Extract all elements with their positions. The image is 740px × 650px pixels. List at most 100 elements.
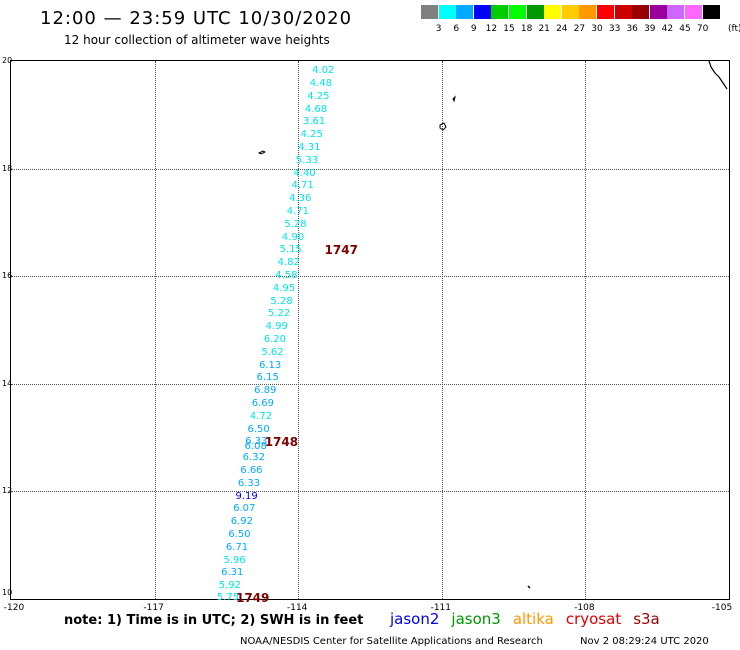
wave-height-value: 9.19 [235, 490, 258, 502]
wave-height-value: 6.50 [247, 424, 270, 436]
scale-label: 15 [503, 24, 515, 34]
wave-height-value: 6.66 [240, 464, 263, 476]
longitude-tick-label: -114 [286, 603, 308, 613]
wave-height-value: 6.08 [244, 441, 267, 453]
scale-label: 45 [679, 24, 691, 34]
wave-height-value: 4.58 [275, 270, 298, 282]
scale-swatch [579, 5, 597, 19]
scale-label: 9 [470, 24, 477, 34]
scale-label: 33 [608, 24, 621, 34]
island-4 [527, 585, 531, 589]
scale-swatch [438, 5, 456, 19]
longitude-tick-label: -105 [711, 603, 733, 613]
legend-jason3: jason3 [451, 610, 501, 628]
wave-height-value: 5.22 [268, 308, 291, 320]
scale-swatch [702, 5, 720, 19]
wave-height-value: 5.96 [223, 554, 246, 566]
latitude-gridline [11, 276, 729, 278]
scale-label: 12 [485, 24, 498, 34]
latitude-tick-label: 20 [2, 56, 13, 65]
wave-height-value: 6.92 [230, 516, 253, 528]
scale-swatch [421, 5, 438, 19]
wave-height-value: 4.71 [291, 180, 314, 192]
wave-height-value: 6.13 [258, 360, 282, 372]
scale-swatch [561, 5, 579, 19]
wave-height-value: 5.75 [216, 591, 240, 603]
wave-height-value: 4.40 [293, 167, 316, 179]
wave-height-value: 3.61 [302, 116, 326, 128]
scale-swatch [456, 5, 474, 19]
map-title: 12:00 — 23:59 UTC 10/30/2020 [40, 8, 353, 29]
longitude-tick-label: -111 [430, 603, 452, 613]
wave-height-value: 4.72 [249, 411, 273, 423]
wave-height-value: 6.50 [228, 528, 251, 540]
island-3 [439, 122, 447, 131]
map-subtitle: 12 hour collection of altimeter wave hei… [64, 33, 330, 47]
wave-height-value: 4.31 [298, 142, 321, 154]
wave-height-value: 4.71 [286, 206, 309, 218]
wave-height-value: 4.90 [281, 232, 305, 243]
wave-height-value: 6.15 [256, 372, 279, 384]
scale-swatch [649, 5, 667, 19]
island-1 [257, 150, 267, 155]
scale-label: 42 [661, 24, 674, 34]
wave-height-value: 5.62 [261, 347, 284, 359]
scale-label: 39 [644, 24, 656, 34]
scale-swatch [473, 5, 491, 19]
wave-height-value: 4.25 [307, 91, 330, 103]
legend-altika: altika [512, 610, 554, 628]
latitude-tick-label: 14 [2, 378, 13, 388]
wave-height-value: 4.36 [289, 193, 312, 205]
scale-swatch [685, 5, 702, 19]
legend-jason2: jason2 [390, 610, 440, 628]
scale-label: 24 [556, 24, 568, 34]
credit-line: NOAA/NESDIS Center for Satellite Applica… [240, 636, 543, 647]
legend-s3a: s3a [633, 610, 660, 628]
scale-label: 18 [520, 24, 533, 34]
satellite-legend: jason2 jason3 altika cryosat s3a [390, 610, 672, 628]
longitude-gridline [298, 61, 300, 599]
coastline-line [708, 61, 728, 90]
scale-swatch [667, 5, 685, 19]
scale-swatch [632, 5, 650, 19]
pass-time-label: 1748 [264, 435, 299, 450]
wave-height-value: 6.31 [221, 567, 244, 579]
wave-height-value: 6.33 [237, 477, 261, 489]
wave-height-value: 6.89 [254, 385, 277, 397]
longitude-tick-label: -117 [143, 603, 164, 613]
generation-timestamp: Nov 2 08:29:24 UTC 2020 [580, 636, 709, 647]
latitude-gridline [11, 168, 729, 170]
longitude-gridline [154, 61, 156, 599]
latitude-tick-label: 12 [2, 486, 13, 496]
coastline-features [257, 61, 728, 589]
wave-height-value: 5.28 [284, 219, 307, 231]
latitude-tick-label: 18 [2, 163, 13, 173]
wave-height-value: 5.92 [218, 580, 241, 592]
longitude-tick-label: -108 [574, 603, 595, 613]
longitude-gridline [585, 61, 587, 599]
wave-height-value: 4.25 [300, 129, 323, 141]
pass-time-label: 1747 [324, 243, 358, 258]
wave-height-value: 4.02 [312, 65, 335, 77]
wave-height-value: 6.71 [225, 541, 249, 553]
scale-swatch [509, 5, 526, 19]
scale-label: 27 [573, 24, 586, 34]
wave-height-value: 6.33 [245, 436, 268, 448]
scale-label: 3 [435, 24, 442, 34]
scale-swatch [491, 5, 509, 19]
wave-height-value: 6.32 [242, 452, 265, 464]
scale-label: 70 [696, 24, 709, 34]
footer-note: note: 1) Time is in UTC; 2) SWH is in fe… [64, 613, 364, 628]
scale-swatch [614, 5, 632, 19]
wave-height-value: 6.07 [233, 503, 256, 515]
scale-unit-label: (ft) [728, 24, 740, 34]
wave-height-value: 4.99 [265, 321, 288, 333]
wave-height-value: 4.95 [272, 283, 296, 295]
scale-label: 36 [626, 24, 638, 34]
wave-height-value: 5.33 [295, 155, 319, 167]
scale-swatch [544, 5, 562, 19]
latitude-gridline [11, 383, 729, 385]
island-2 [452, 95, 456, 103]
wave-height-value: 5.15 [279, 244, 302, 256]
wave-height-value: 4.48 [309, 78, 332, 90]
